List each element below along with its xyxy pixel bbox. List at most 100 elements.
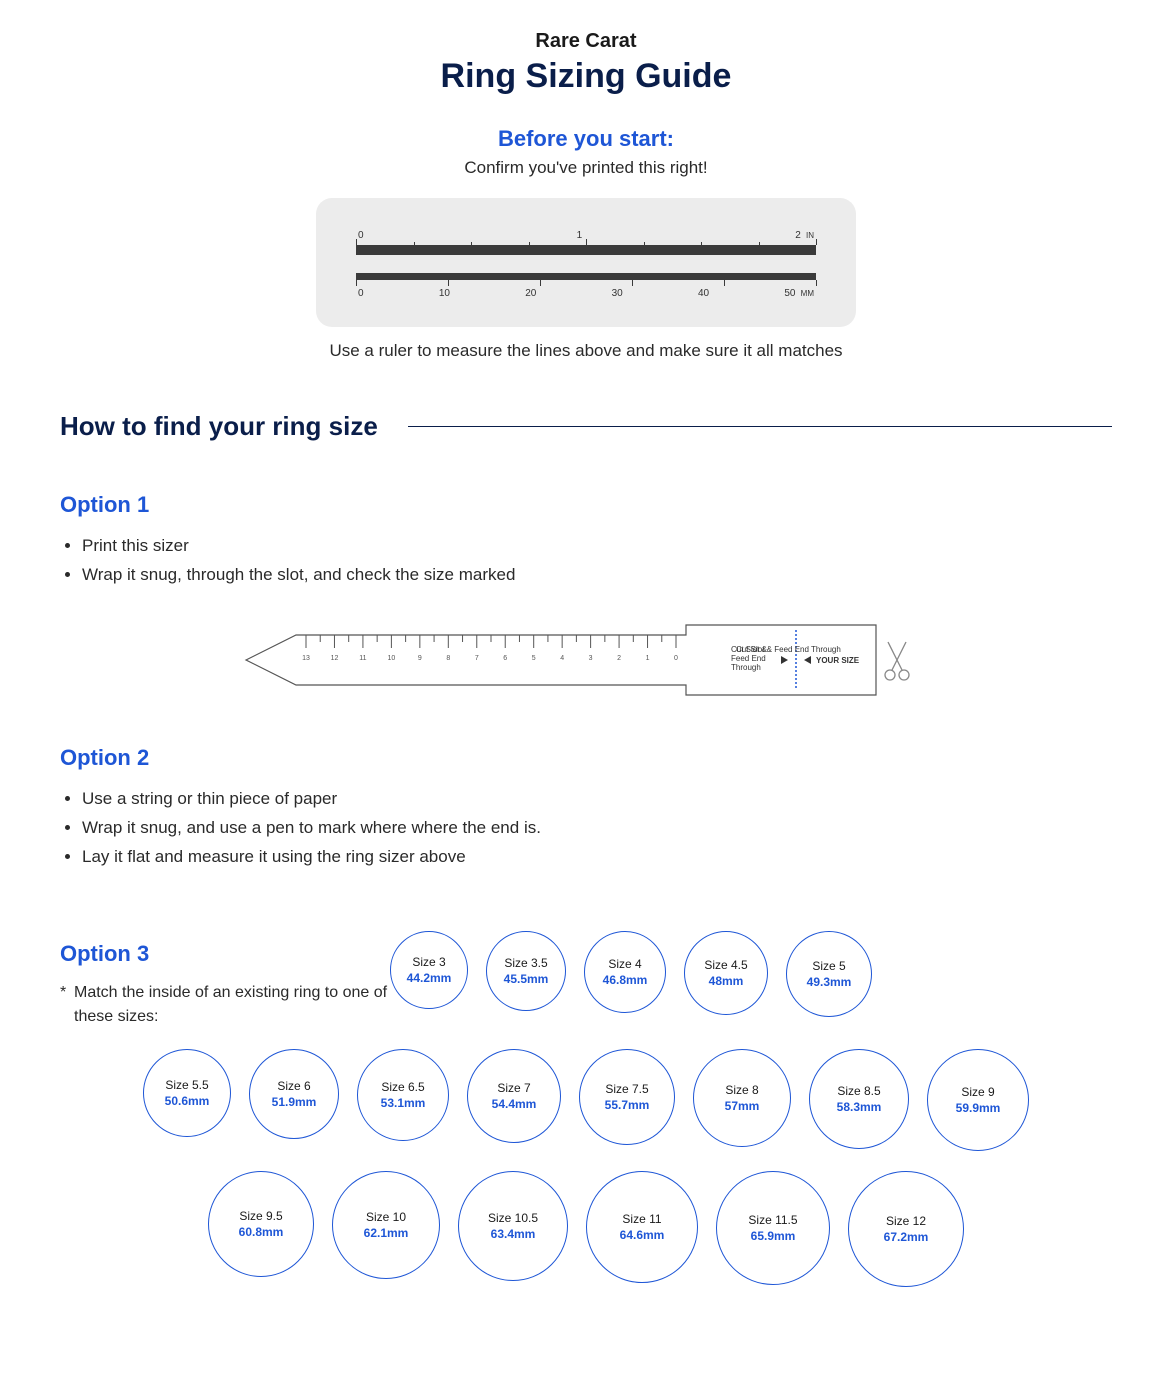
ring-size-label: Size 3.5 — [504, 956, 547, 970]
ring-size-circle: Size 12 67.2mm — [848, 1171, 964, 1287]
ring-size-label: Size 11.5 — [748, 1213, 797, 1227]
ring-size-row-2: Size 5.5 50.6mm Size 6 51.9mm Size 6.5 53.1mm… — [60, 1049, 1112, 1151]
ring-size-label: Size 11 — [622, 1212, 661, 1226]
svg-text:1: 1 — [646, 655, 650, 662]
ring-mm-label: 59.9mm — [956, 1101, 1001, 1115]
svg-text:5: 5 — [532, 655, 536, 662]
ring-size-circle: Size 10 62.1mm — [332, 1171, 440, 1279]
ring-size-circle: Size 4.5 48mm — [684, 931, 768, 1015]
option-1-heading: Option 1 — [60, 492, 1112, 518]
ring-size-circle: Size 8 57mm — [693, 1049, 791, 1147]
ring-mm-label: 51.9mm — [272, 1095, 317, 1109]
ring-mm-label: 45.5mm — [504, 972, 549, 986]
ring-size-circle: Size 3.5 45.5mm — [486, 931, 566, 1011]
ring-size-label: Size 4 — [608, 957, 641, 971]
option-2-block: Option 2 Use a string or thin piece of p… — [60, 745, 1112, 872]
list-item: Wrap it snug, and use a pen to mark wher… — [82, 814, 1112, 843]
svg-text:10: 10 — [387, 655, 395, 662]
ring-size-label: Size 9 — [961, 1085, 994, 1099]
svg-text:8: 8 — [446, 655, 450, 662]
list-item: Wrap it snug, through the slot, and chec… — [82, 561, 1112, 590]
page-header: Rare Carat Ring Sizing Guide — [60, 30, 1112, 96]
svg-text:13: 13 — [302, 655, 310, 662]
svg-text:6: 6 — [503, 655, 507, 662]
ring-mm-label: 54.4mm — [492, 1097, 537, 1111]
ring-size-label: Size 3 — [412, 955, 445, 969]
mm-ruler: 01020304050 MM — [356, 273, 816, 299]
ring-size-label: Size 10 — [366, 1210, 406, 1224]
ring-mm-label: 65.9mm — [751, 1229, 796, 1243]
ring-size-circle: Size 6 51.9mm — [249, 1049, 339, 1139]
inch-ruler: 012 IN — [356, 230, 816, 255]
ring-size-label: Size 7 — [497, 1081, 530, 1095]
svg-text:11: 11 — [359, 655, 366, 662]
ring-size-circle: Size 9.5 60.8mm — [208, 1171, 314, 1277]
option-3-heading: Option 3 — [60, 941, 390, 967]
option-2-list: Use a string or thin piece of paperWrap … — [60, 785, 1112, 872]
svg-text:Through: Through — [731, 663, 761, 672]
option-3-note: Match the inside of an existing ring to … — [60, 981, 390, 1029]
ring-size-label: Size 7.5 — [605, 1082, 648, 1096]
ring-size-circle: Size 8.5 58.3mm — [809, 1049, 909, 1149]
ring-size-label: Size 12 — [886, 1214, 926, 1228]
ring-mm-label: 62.1mm — [364, 1226, 409, 1240]
ring-size-row-3: Size 9.5 60.8mm Size 10 62.1mm Size 10.5 63.4… — [60, 1171, 1112, 1287]
ring-size-circle: Size 9 59.9mm — [927, 1049, 1029, 1151]
ring-mm-label: 60.8mm — [239, 1225, 284, 1239]
ring-mm-label: 67.2mm — [884, 1230, 929, 1244]
ring-mm-label: 55.7mm — [605, 1098, 650, 1112]
svg-text:0: 0 — [674, 655, 678, 662]
ring-mm-label: 49.3mm — [807, 975, 852, 989]
your-size-label: YOUR SIZE — [816, 656, 860, 665]
ring-mm-label: 58.3mm — [837, 1100, 882, 1114]
ring-mm-label: 63.4mm — [491, 1227, 536, 1241]
ring-size-label: Size 8 — [725, 1083, 758, 1097]
ring-mm-label: 48mm — [709, 974, 744, 988]
section-heading-row: How to find your ring size — [60, 411, 1112, 442]
section-divider — [408, 426, 1112, 427]
scissors-icon — [885, 642, 909, 680]
option-2-heading: Option 2 — [60, 745, 1112, 771]
ring-size-circle: Size 11.5 65.9mm — [716, 1171, 830, 1285]
ring-size-circle: Size 6.5 53.1mm — [357, 1049, 449, 1141]
before-start-subtext: Confirm you've printed this right! — [60, 158, 1112, 178]
ring-mm-label: 57mm — [725, 1099, 760, 1113]
brand-name: Rare Carat — [60, 30, 1112, 53]
svg-text:4: 4 — [560, 655, 564, 662]
ruler-calibration-box: 012 IN 01020304050 MM — [316, 198, 856, 327]
svg-text:7: 7 — [475, 655, 479, 662]
ring-size-label: Size 9.5 — [239, 1209, 282, 1223]
before-start-section: Before you start: Confirm you've printed… — [60, 126, 1112, 178]
list-item: Print this sizer — [82, 532, 1112, 561]
ring-mm-label: 50.6mm — [165, 1094, 210, 1108]
ring-mm-label: 53.1mm — [381, 1096, 426, 1110]
svg-text:Cut Slot &: Cut Slot & — [731, 645, 768, 654]
ring-size-circle: Size 7 54.4mm — [467, 1049, 561, 1143]
ring-size-label: Size 5 — [812, 959, 845, 973]
option-1-block: Option 1 Print this sizerWrap it snug, t… — [60, 492, 1112, 705]
ring-size-label: Size 6 — [277, 1079, 310, 1093]
option-1-list: Print this sizerWrap it snug, through th… — [60, 532, 1112, 590]
ring-size-circle: Size 5 49.3mm — [786, 931, 872, 1017]
sizer-strip-diagram: 131211109876543210 Cut Slot & Feed End T… — [60, 620, 1112, 705]
list-item: Use a string or thin piece of paper — [82, 785, 1112, 814]
ring-size-circle: Size 7.5 55.7mm — [579, 1049, 675, 1145]
ring-size-circle: Size 11 64.6mm — [586, 1171, 698, 1283]
ring-size-circle: Size 5.5 50.6mm — [143, 1049, 231, 1137]
ring-mm-label: 64.6mm — [620, 1228, 665, 1242]
ruler-instruction-text: Use a ruler to measure the lines above a… — [60, 341, 1112, 361]
ring-size-label: Size 8.5 — [837, 1084, 880, 1098]
svg-text:2: 2 — [617, 655, 621, 662]
list-item: Lay it flat and measure it using the rin… — [82, 843, 1112, 872]
section-heading: How to find your ring size — [60, 411, 408, 442]
before-start-heading: Before you start: — [60, 126, 1112, 152]
ring-size-circle: Size 446.8mm — [584, 931, 666, 1013]
svg-text:12: 12 — [331, 655, 339, 662]
ring-size-label: Size 10.5 — [488, 1211, 538, 1225]
svg-text:3: 3 — [589, 655, 593, 662]
ring-size-label: Size 6.5 — [381, 1080, 424, 1094]
ring-size-label: Size 5.5 — [165, 1078, 208, 1092]
ring-mm-label: 44.2mm — [407, 971, 452, 985]
ring-size-circle: Size 10.5 63.4mm — [458, 1171, 568, 1281]
ring-size-label: Size 4.5 — [704, 958, 747, 972]
